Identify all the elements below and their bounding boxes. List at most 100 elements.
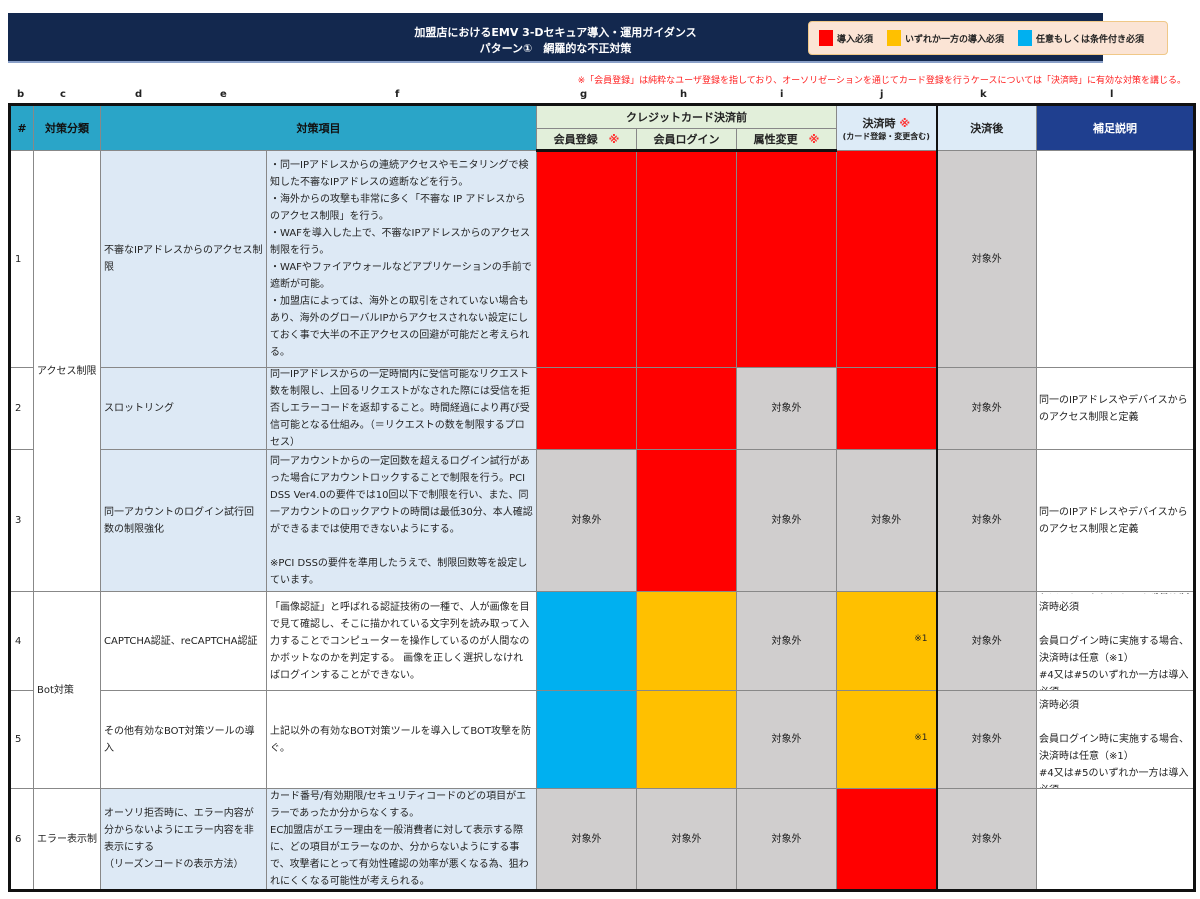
column-letter: i <box>780 89 784 100</box>
header-note: ※「会員登録」は純粋なユーザ登録を指しており、オーソリゼーションを通じてカード登… <box>577 76 1186 86</box>
status-after-payment: 対象外 <box>936 788 1037 891</box>
status-member-registration: 対象外 <box>536 788 637 891</box>
header-member-login: 会員ログイン <box>636 128 737 152</box>
status-payment: ※1 <box>836 690 938 789</box>
measure-item-text: 不審なIPアドレスからのアクセス制限 <box>104 245 263 273</box>
status-member-registration <box>536 690 637 789</box>
table-row: 4 Bot対策 CAPTCHA認証、reCAPTCHA認証 「画像認証」と呼ばれる認証… <box>9 591 1195 789</box>
row-number: 4 <box>9 591 34 691</box>
measure-detail-text: 「画像認証」と呼ばれる認証技術の一種で、人が画像を目で見て確認し、そこに描かれて… <box>270 601 530 681</box>
row-number: 3 <box>9 449 34 592</box>
label: 会員登録 <box>553 132 598 146</box>
status-member-registration: 対象外 <box>536 449 637 592</box>
remarks-text <box>1039 790 1191 890</box>
column-letter: e <box>220 89 227 100</box>
label: 属性変更 <box>753 132 798 146</box>
title-line1: 加盟店におけるEMV 3-Dセキュア導入・運用ガイダンス <box>414 26 697 39</box>
status-member-registration <box>536 367 637 450</box>
category-cell: アクセス制限 <box>33 150 101 592</box>
status-text: 対象外 <box>771 635 802 647</box>
measure-detail-text: ・同一IPアドレスからの連続アクセスやモニタリングで検知した不審なIPアドレスの… <box>270 160 532 358</box>
status-member-login: 対象外 <box>636 788 737 891</box>
legend-swatch <box>819 30 833 46</box>
status-text: 対象外 <box>971 734 1002 745</box>
status-attribute-change: 対象外 <box>736 788 837 891</box>
column-letter: h <box>680 89 688 100</box>
legend-item: 任意もしくは条件付き必須 <box>1018 30 1144 46</box>
asterisk-mark: ※ <box>808 132 820 146</box>
measure-detail: ・同一IPアドレスからの連続アクセスやモニタリングで検知した不審なIPアドレスの… <box>266 150 537 368</box>
status-attribute-change: 対象外 <box>736 449 837 592</box>
status-payment: 対象外 <box>836 449 938 592</box>
status-text: 対象外 <box>971 515 1002 526</box>
status-after-payment: 対象外 <box>936 591 1037 691</box>
status-member-login <box>636 150 737 368</box>
measure-item: 同一アカウントのログイン試行回数の制限強化 <box>100 449 267 592</box>
status-after-payment: 対象外 <box>936 690 1037 789</box>
asterisk-mark: ※ <box>899 116 911 130</box>
legend-item: 導入必須 <box>819 30 873 46</box>
table-row: 1 アクセス制限 不審なIPアドレスからのアクセス制限 ・同一IPアドレスからの連続ア… <box>9 150 1195 592</box>
status-text: 対象外 <box>571 515 602 526</box>
status-attribute-change <box>736 150 837 368</box>
remarks-cell: ゲストチェックアウトの場合は決済時必須 会員ログイン時に実施する場合、決済時は任… <box>1036 690 1195 789</box>
remarks-cell: ゲストチェックアウトの場合は決済時必須 会員ログイン時に実施する場合、決済時は任… <box>1036 591 1195 691</box>
row-number: 1 <box>9 150 34 368</box>
measure-detail-text: カード番号/有効期限/セキュリティコードのどの項目がエラーであったか分からなくす… <box>270 791 529 887</box>
status-text: 対象外 <box>971 833 1002 845</box>
status-text: 対象外 <box>771 833 802 845</box>
measure-item-text: スロットリング <box>104 403 174 414</box>
status-after-payment: 対象外 <box>936 150 1037 368</box>
legend-item: いずれか一方の導入必須 <box>887 30 1004 46</box>
status-member-login <box>636 591 737 691</box>
status-text: 対象外 <box>671 833 702 845</box>
header-remarks: 補足説明 <box>1036 104 1195 151</box>
table-row: 5 その他有効なBOT対策ツールの導入 上記以外の有効なBOT対策ツールを導入してB… <box>9 690 1195 789</box>
header-payment-sub: (カード登録・変更含む) <box>842 131 930 141</box>
column-letter: f <box>395 89 400 100</box>
measure-detail: 上記以外の有効なBOT対策ツールを導入してBOT攻撃を防ぐ。 <box>266 690 537 789</box>
legend-swatch <box>887 30 902 46</box>
measure-detail: 同一IPアドレスからの一定時間内に受信可能なリクエスト数を制限し、上回るリクエス… <box>266 367 537 450</box>
status-member-registration <box>536 150 637 368</box>
header-before-payment: クレジットカード決済前 <box>536 104 837 129</box>
header-payment-label: 決済時 <box>862 116 896 130</box>
remarks-cell <box>1036 150 1195 368</box>
remarks-text: 同一のIPアドレスやデバイスからのアクセス制限と定義 <box>1039 506 1188 535</box>
status-text: 対象外 <box>771 515 802 526</box>
table-row: 2 スロットリング 同一IPアドレスからの一定時間内に受信可能なリクエスト数を制限し… <box>9 367 1195 450</box>
measure-detail: 同一アカウントからの一定回数を超えるログイン試行があった場合にアカウントロックす… <box>266 449 537 592</box>
measure-detail-text: 同一IPアドレスからの一定時間内に受信可能なリクエスト数を制限し、上回るリクエス… <box>270 369 530 448</box>
legend-label: 導入必須 <box>837 34 874 45</box>
remarks-cell: 同一のIPアドレスやデバイスからのアクセス制限と定義 <box>1036 449 1195 592</box>
header-item: 対策項目 <box>100 104 537 151</box>
status-payment <box>836 150 938 368</box>
remarks-text: ゲストチェックアウトの場合は決済時必須 会員ログイン時に実施する場合、決済時は任… <box>1039 593 1189 690</box>
status-text: 対象外 <box>871 515 902 526</box>
legend-label: 任意もしくは条件付き必須 <box>1036 34 1145 45</box>
status-payment <box>836 788 938 891</box>
header-after-payment: 決済後 <box>936 104 1037 151</box>
category-cell: Bot対策 <box>33 591 101 789</box>
asterisk-mark: ※ <box>608 132 620 146</box>
table-row: 3 同一アカウントのログイン試行回数の制限強化 同一アカウントからの一定回数を超える… <box>9 449 1195 592</box>
legend-label: いずれか一方の導入必須 <box>905 34 1005 45</box>
legend-swatch <box>1018 30 1033 46</box>
status-member-login <box>636 367 737 450</box>
measure-item: スロットリング <box>100 367 267 450</box>
status-attribute-change: 対象外 <box>736 367 837 450</box>
header-attribute-change: 属性変更 ※ <box>736 128 837 152</box>
title-line2: パターン① 網羅的な不正対策 <box>479 42 632 55</box>
column-letter: b <box>17 89 25 100</box>
remarks-cell <box>1036 788 1195 891</box>
measure-item-text: オーソリ拒否時に、エラー内容が分からないようにエラー内容を非表示にする （リーズ… <box>104 808 254 870</box>
status-text: 対象外 <box>771 734 802 745</box>
column-letter: k <box>980 89 987 100</box>
status-member-login <box>636 690 737 789</box>
column-letter: l <box>1110 89 1114 100</box>
status-attribute-change: 対象外 <box>736 690 837 789</box>
measure-item: その他有効なBOT対策ツールの導入 <box>100 690 267 789</box>
remarks-cell: 同一のIPアドレスやデバイスからのアクセス制限と定義 <box>1036 367 1195 450</box>
status-text: 対象外 <box>771 403 802 414</box>
header-member-registration: 会員登録 ※ <box>536 128 637 152</box>
